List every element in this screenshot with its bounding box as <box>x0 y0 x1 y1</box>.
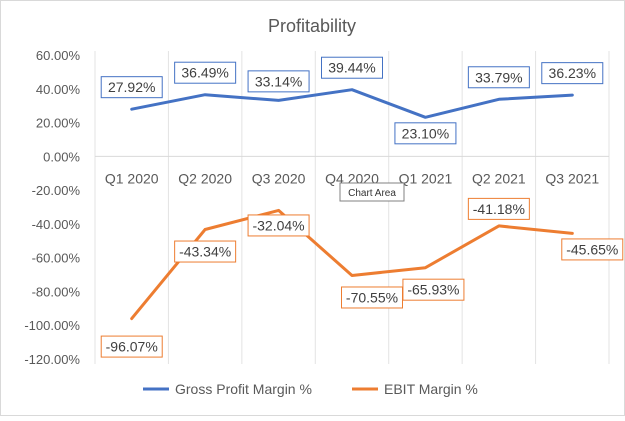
data-label-box[interactable] <box>174 61 237 84</box>
y-tick-label: -80.00% <box>32 284 81 299</box>
data-label[interactable]: 23.10% <box>402 125 449 141</box>
data-label-box[interactable] <box>467 197 530 220</box>
data-label[interactable]: 36.23% <box>549 65 596 81</box>
data-label-box[interactable] <box>394 122 457 145</box>
legend[interactable]: Gross Profit Margin % EBIT Margin % <box>143 381 478 397</box>
y-tick-label: 0.00% <box>43 149 80 164</box>
y-tick-label: 60.00% <box>36 48 81 63</box>
x-axis: Q1 2020 Q2 2020 Q3 2020 Q4 2020 Q1 2021 Q2 20… <box>95 155 609 186</box>
y-tick-label: -40.00% <box>32 217 81 232</box>
data-label-box[interactable] <box>402 278 465 301</box>
data-label[interactable]: 33.14% <box>255 73 302 89</box>
x-tick-label: Q2 2020 <box>178 170 232 186</box>
data-label[interactable]: 33.79% <box>475 69 522 85</box>
series-line-gross-profit[interactable] <box>130 88 574 119</box>
data-label-box[interactable] <box>247 70 310 93</box>
series-line-ebit[interactable] <box>130 208 574 321</box>
data-label-box[interactable] <box>561 238 624 261</box>
data-label[interactable]: 36.49% <box>181 65 228 81</box>
chart-title: Profitability <box>268 16 356 36</box>
data-label[interactable]: 27.92% <box>108 79 155 95</box>
y-tick-label: 40.00% <box>36 82 81 97</box>
data-label[interactable]: -43.34% <box>179 244 231 260</box>
data-label-box[interactable] <box>321 56 383 79</box>
data-label[interactable]: -65.93% <box>407 282 459 298</box>
data-label[interactable]: -70.55% <box>346 289 398 305</box>
data-label[interactable]: -45.65% <box>566 241 618 257</box>
data-label[interactable]: 39.44% <box>328 60 375 76</box>
data-label[interactable]: -96.07% <box>106 339 158 355</box>
data-label-box[interactable] <box>467 66 530 89</box>
x-tick-label: Q3 2020 <box>252 170 306 186</box>
data-label-box[interactable] <box>100 335 163 358</box>
x-tick-label: Q3 2021 <box>545 170 599 186</box>
data-label-box[interactable] <box>541 62 604 85</box>
data-label-box[interactable] <box>174 240 237 263</box>
y-tick-label: -100.00% <box>24 318 80 333</box>
chart-area-tooltip: Chart Area <box>339 182 405 202</box>
tooltip-box <box>339 182 405 202</box>
x-tick-label: Q2 2021 <box>472 170 526 186</box>
y-tick-label: -120.00% <box>24 352 80 367</box>
x-tick-label: Q1 2021 <box>399 170 453 186</box>
legend-label[interactable]: Gross Profit Margin % <box>175 381 312 397</box>
legend-label[interactable]: EBIT Margin % <box>384 381 478 397</box>
x-tick-label: Q1 2020 <box>105 170 159 186</box>
tooltip-text: Chart Area <box>348 188 396 199</box>
data-label-box[interactable] <box>100 76 163 99</box>
y-tick-label: -60.00% <box>32 251 81 266</box>
data-label[interactable]: -32.04% <box>252 217 304 233</box>
series-lines[interactable] <box>130 88 574 321</box>
data-label-box[interactable] <box>247 214 310 237</box>
y-tick-label: -20.00% <box>32 183 81 198</box>
y-axis: 60.00% 40.00% 20.00% 0.00% -20.00% -40.00% -60… <box>24 48 80 367</box>
data-labels[interactable]: 27.92% 36.49% 33.14% 39.44% 23.10% 33.79% 36.2… <box>100 56 624 358</box>
data-label[interactable]: -41.18% <box>473 201 525 217</box>
y-tick-label: 20.00% <box>36 116 81 131</box>
x-tick-label: Q4 2020 <box>325 170 379 186</box>
